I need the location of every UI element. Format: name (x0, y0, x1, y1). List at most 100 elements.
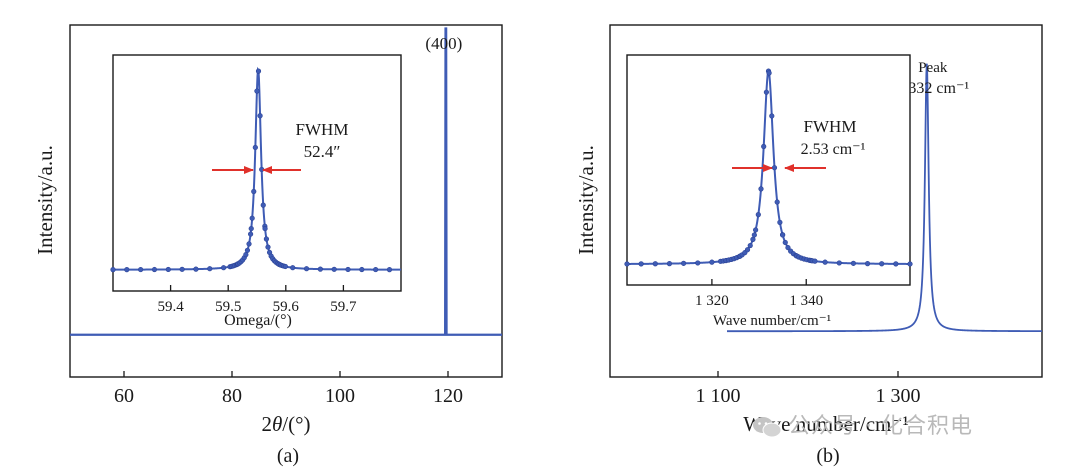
panel-a-label: (a) (277, 445, 299, 467)
panel-a-inset-point-36 (265, 244, 271, 250)
panel-b-inset-point-19 (744, 247, 751, 253)
panel-a-inset-point-50 (303, 266, 310, 272)
panel-a-inset-point-4 (165, 266, 171, 273)
panel-b-inset-point-5 (695, 260, 701, 266)
panel-b-inset-point-3 (666, 261, 673, 267)
watermark-text: 公众号 · 化合积电 (788, 414, 973, 439)
panel-a-inset-point-26 (251, 188, 257, 195)
panel-b-inset: 1 320 1 340 FWHM 2.53 cm⁻¹ Wave number/cm… (624, 54, 913, 329)
panel-b-fwhm-value: 2.53 cm⁻¹ (801, 141, 866, 158)
panel-a: 60 80 100 120 (400) 2θ/(°) (a) Intensity/a.… (33, 24, 503, 467)
panel-b-inset-point-4 (680, 260, 687, 266)
panel-a-inset-point-27 (252, 144, 258, 151)
panel-a-inset-points (110, 68, 393, 273)
panel-a-inset-point-21 (244, 247, 251, 253)
panel-a-inset-point-56 (386, 267, 393, 273)
panel-a-inset-point-55 (373, 266, 379, 273)
panel-b: 1 100 1 300 Peak 1 332 cm⁻¹ Wave number/c… (574, 24, 1043, 467)
panel-a-inset-x-tick-label-0: 59.4 (157, 299, 184, 315)
panel-a-inset-xticks: 59.4 59.5 59.6 59.7 (157, 285, 357, 315)
panel-a-peak-label: (400) (425, 34, 462, 53)
panel-a-inset-point-32 (260, 202, 266, 208)
panel-b-inset-x-tick-label-0: 1 320 (695, 293, 729, 309)
panel-a-inset-xlabel: Omega/(°) (224, 312, 292, 329)
wechat-logo-icon (753, 417, 782, 438)
panel-b-inset-point-51 (836, 260, 842, 266)
panel-a-inset-x-tick-label-2: 59.6 (273, 299, 300, 315)
panel-b-inset-point-31 (771, 165, 778, 171)
panel-b-inset-point-23 (753, 227, 759, 233)
panel-b-inset-point-2 (652, 261, 658, 267)
panel-a-inset-point-25 (249, 215, 255, 221)
panel-b-inset-points (624, 68, 913, 267)
panel-b-inset-point-49 (812, 258, 818, 264)
panel-b-inset-point-1 (638, 261, 644, 267)
panel-b-inset-point-24 (755, 212, 761, 218)
panel-a-inset-point-7 (207, 266, 213, 272)
panel-a-inset-point-2 (138, 266, 144, 273)
panel-a-inset-point-53 (345, 266, 351, 273)
panel-a-x-tick-label-0: 60 (114, 385, 134, 407)
panel-b-ylabel: Intensity/a.u. (574, 145, 598, 255)
panel-b-inset-xticks: 1 320 1 340 (695, 279, 823, 309)
panel-b-inset-point-53 (864, 261, 871, 267)
panel-b-inset-point-26 (761, 143, 767, 150)
panel-a-x-tick-label-2: 100 (325, 385, 355, 407)
panel-a-x-tick-label-1: 80 (222, 385, 242, 407)
panel-a-inset-point-23 (248, 231, 254, 237)
panel-b-inset-point-52 (850, 260, 857, 266)
panel-b-inset-point-55 (893, 261, 899, 267)
panel-a-inset-point-3 (151, 266, 158, 273)
panel-b-frame (609, 24, 1043, 378)
panel-b-label: (b) (816, 445, 839, 467)
panel-b-inset-point-54 (879, 261, 885, 267)
panel-b-inset-point-37 (785, 244, 791, 251)
panel-a-inset-point-20 (243, 252, 249, 258)
panel-b-inset-point-35 (780, 232, 786, 238)
panel-b-peak-label: Peak (918, 60, 948, 76)
panel-a-inset-point-30 (257, 113, 263, 119)
panel-b-inset-point-27 (763, 89, 770, 95)
panel-b-inset-point-25 (758, 186, 764, 192)
panel-a-inset-point-8 (220, 265, 227, 271)
panel-b-inset-point-30 (769, 113, 775, 119)
panel-b-xticks: 1 100 1 300 (696, 371, 921, 407)
panel-a-inset-point-52 (331, 266, 337, 272)
panel-a-inset-point-29 (255, 68, 262, 74)
panel-a-fwhm-value: 52.4″ (304, 142, 341, 161)
panel-a-inset-point-49 (290, 265, 296, 271)
panel-a-fwhm-label: FWHM (296, 120, 349, 139)
panel-b-inset-point-6 (709, 259, 715, 265)
panel-b-inset-point-0 (624, 261, 630, 267)
panel-a-inset-point-6 (193, 266, 199, 272)
panel-b-inset-point-33 (777, 219, 783, 225)
panel-b-inset-point-56 (907, 261, 913, 267)
panel-b-x-tick-label-0: 1 100 (696, 385, 741, 407)
panel-a-inset-x-tick-label-3: 59.7 (330, 299, 357, 315)
panel-b-inset-point-22 (751, 232, 757, 238)
panel-a-inset-point-51 (317, 266, 323, 272)
panel-b-inset-point-50 (822, 259, 828, 265)
panel-b-inset-xlabel: Wave number/cm⁻¹ (713, 313, 831, 329)
watermark: 公众号 · 化合积电 (752, 408, 973, 440)
panel-a-inset-point-5 (179, 266, 185, 272)
panel-a-inset-point-54 (359, 266, 365, 273)
panel-b-inset-frame (626, 54, 911, 286)
panel-b-inset-x-tick-label-1: 1 340 (789, 293, 823, 309)
panel-a-inset-point-35 (263, 236, 270, 242)
panel-a-inset-point-24 (248, 225, 254, 232)
panel-a-xticks: 60 80 100 120 (114, 371, 463, 407)
panel-b-inset-point-36 (782, 239, 788, 246)
panel-a-ylabel: Intensity/a.u. (33, 145, 57, 255)
panel-b-peak-value: 1 332 cm⁻¹ (896, 80, 969, 97)
panel-a-x-tick-label-3: 120 (433, 385, 463, 407)
panel-a-xlabel: 2θ/(°) (261, 412, 310, 436)
panel-b-inset-point-20 (747, 242, 753, 249)
panel-a-inset-point-28 (254, 88, 260, 94)
panel-b-fwhm-label: FWHM (804, 117, 857, 136)
panel-a-inset-point-1 (124, 267, 130, 273)
panel-a-inset: 59.4 59.5 59.6 59.7 FWHM 52.4″ Omega/(°) (110, 54, 402, 329)
panel-a-inset-x-tick-label-1: 59.5 (215, 299, 241, 315)
panel-b-raman-curve (727, 63, 1042, 333)
